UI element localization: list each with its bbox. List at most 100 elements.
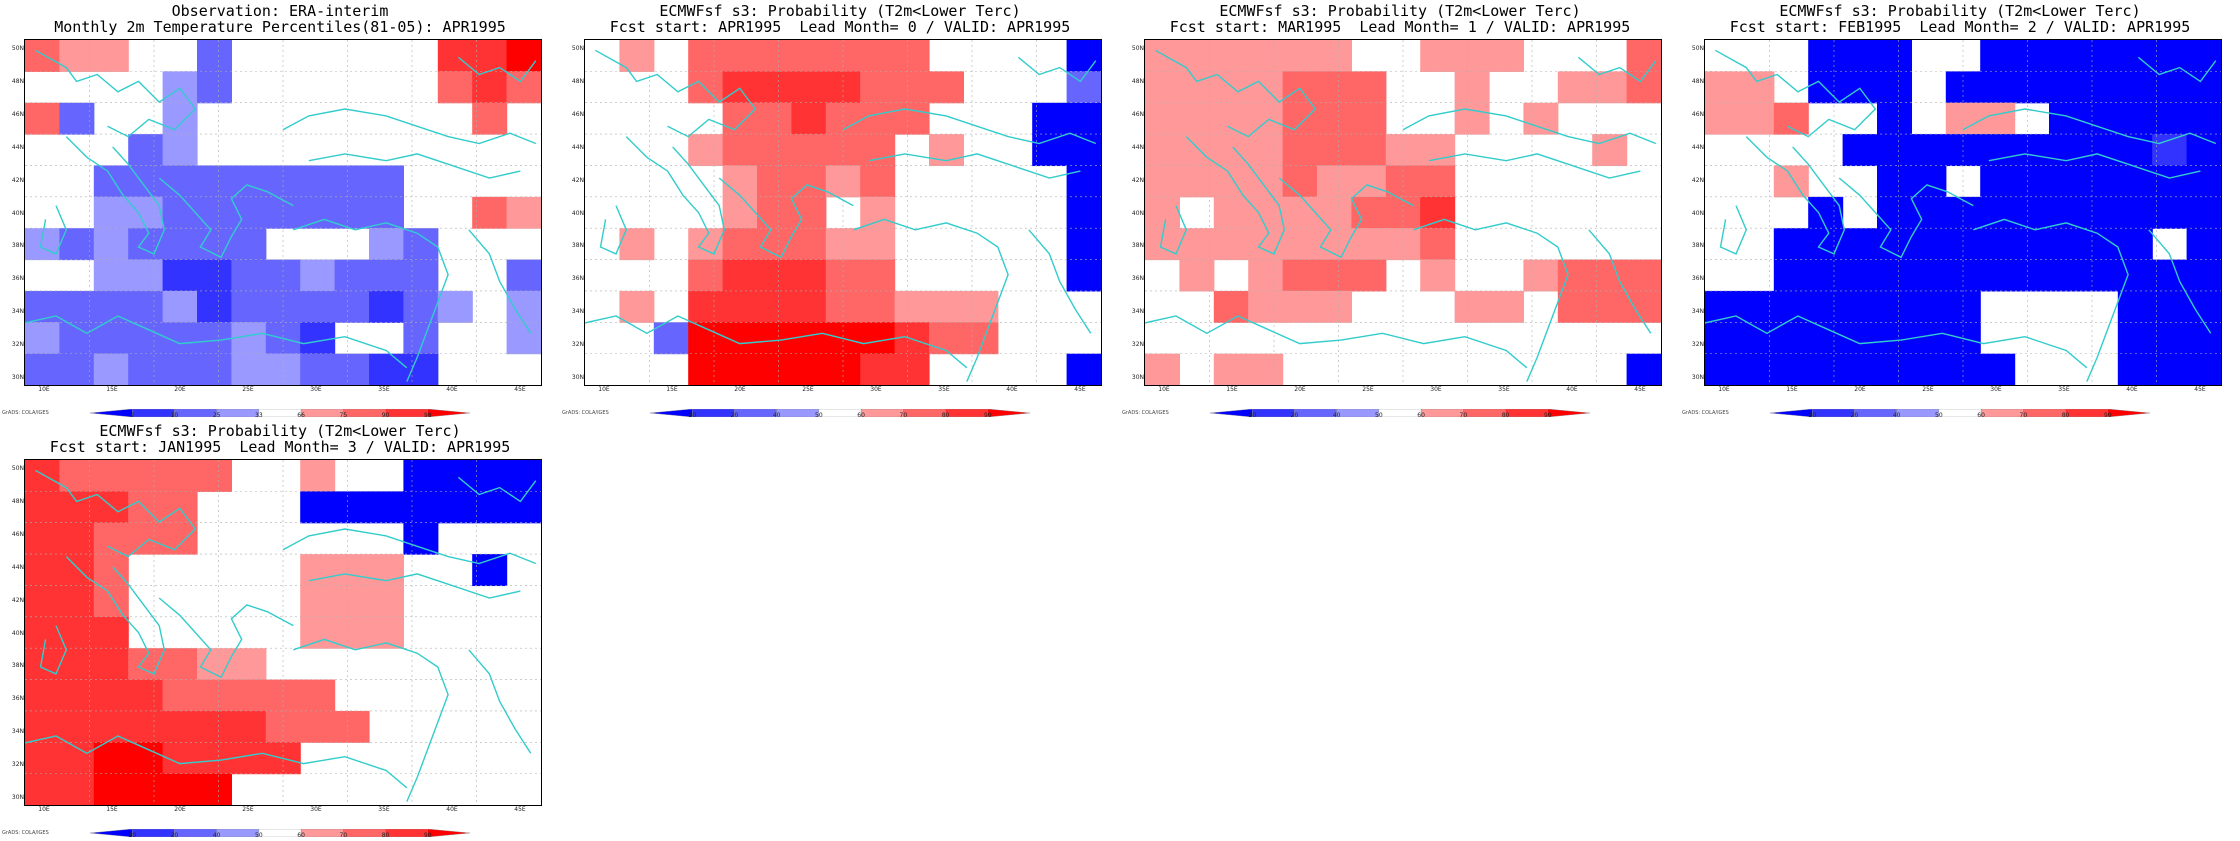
grid-cell [162,353,198,385]
grid-cell [1282,196,1318,229]
grid-cell [688,71,724,104]
lat-tick-label: 44N [1131,143,1144,151]
grid-cell [93,773,129,805]
lon-tick-label: 30E [310,806,322,813]
grid-cell [128,353,164,385]
grid-cell [25,554,60,587]
lat-tick-label: 30N [1691,374,1704,381]
map-svg [1145,40,1661,385]
color-scale-label: 70 [2019,412,2028,419]
grid-cell [2186,290,2221,323]
credit-label: GrADS: COLA/IGES [1122,410,1169,416]
lat-tick-label: 44N [11,143,24,151]
lon-tick-label: 25E [802,386,814,393]
grid-cell [1282,134,1318,167]
grid-cell [688,259,724,292]
coastline [585,315,968,369]
grid-cell [197,353,232,385]
grid-cell [369,228,404,261]
grid-cell [59,290,95,323]
grid-cell [59,554,95,587]
grid-cell [1213,102,1249,135]
grid-cell [231,322,267,355]
lat-tick-label: 30N [1131,374,1144,381]
grid-cell [757,259,792,292]
grid-cell [25,353,60,385]
grid-cell [1213,40,1249,72]
lat-tick-label: 38N [571,242,584,250]
grid-cell [1980,71,2016,104]
grid-cell [2186,353,2221,385]
color-scale-label: 80 [941,412,950,419]
grid-cell [472,102,508,135]
lon-tick-label: 45E [2194,386,2206,393]
grid-cell [2049,196,2084,229]
color-scale-swatch [427,828,471,838]
grid-cell [860,290,896,323]
color-scale-label: 50 [255,832,263,839]
lat-tick-label: 34N [11,728,24,736]
grid-cell [93,679,129,712]
grid-cell [2117,322,2153,355]
grid-cell [59,585,95,618]
color-scale-bar [649,402,1031,418]
grid-cell [1877,290,1912,323]
lat-tick-label: 42N [11,596,24,604]
grid-cell [894,353,930,385]
grid-cell [791,322,827,355]
grid-cell [334,491,370,524]
coastline [282,108,537,145]
coastline [1028,229,1092,334]
lon-tick-label: 20E [1854,386,1866,393]
grid-cell [1248,102,1284,135]
grid-cell [162,710,198,743]
lon-tick-label: 45E [1634,386,1646,393]
grid-cell [59,491,95,524]
grid-cell [1557,290,1593,323]
grid-cell [1213,228,1249,261]
lon-tick-label: 20E [1294,386,1306,393]
grid-cell [1626,40,1661,72]
grid-cell [162,460,198,492]
grid-cell [1808,290,1844,323]
lat-tick-label: 42N [1131,176,1144,184]
grid-cell [1877,322,1912,355]
lon-tick-label: 35E [2058,386,2070,393]
coastline [1428,153,1641,179]
lon-tick-label: 30E [1430,386,1442,393]
lat-tick-label: 36N [11,695,24,703]
panel-subtitle: Fcst start: JAN1995 Lead Month= 3 / VALI… [49,438,511,456]
grid-cell [757,353,792,385]
grid-cell [25,102,60,135]
grid-cell [2186,228,2221,261]
panel-title: Observation: ERA-interim [171,2,389,20]
grid-cell [1385,165,1421,198]
grid-cell [1317,196,1352,229]
grid-cell [197,742,232,775]
coastline [308,573,521,599]
grid-cell [472,554,508,587]
grid-cell [197,679,232,712]
lat-tick-label: 32N [1131,341,1144,349]
grid-cell [2117,102,2153,135]
grid-cell [722,71,758,104]
map-plot [584,39,1102,386]
panel-title: ECMWFsf s3: Probability (T2m<Lower Terc) [1779,2,2141,20]
grid-cell [2049,102,2084,135]
grid-cell [231,290,267,323]
grid-cell [1739,102,1775,135]
grid-cell [1179,71,1215,104]
lat-tick-label: 44N [1691,143,1704,151]
grid-cell [2049,259,2084,292]
grid-cell [2186,102,2221,135]
grid-cell [860,228,896,261]
grid-cell [128,165,164,198]
grid-cell [93,460,129,492]
grid-cell [2117,353,2153,385]
grid-cell [162,491,198,524]
grid-cell [2117,40,2153,72]
grid-cell [1179,259,1215,292]
grid-cell [369,290,404,323]
grid-cell [25,522,60,555]
lat-tick-label: 48N [11,497,24,505]
